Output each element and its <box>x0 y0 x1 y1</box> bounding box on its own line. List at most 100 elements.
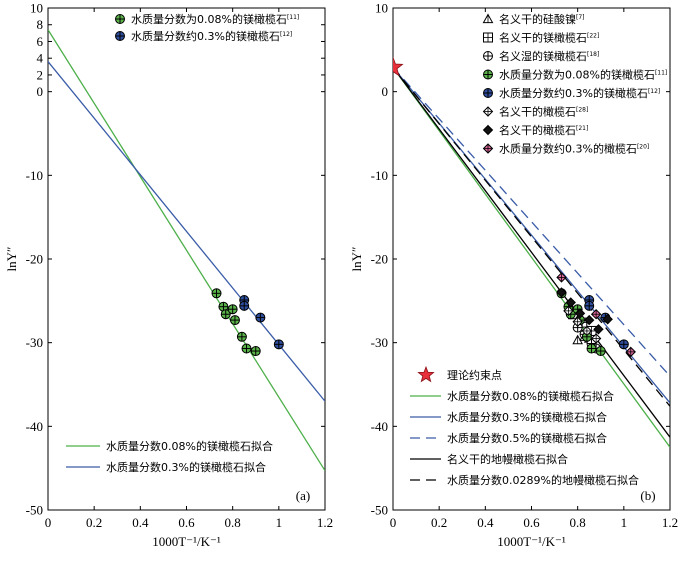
legend-label: 水质量分数约0.3%的镁橄榄石[12] <box>131 29 292 43</box>
data-point <box>227 304 238 315</box>
legend-bottom: 理论约束点水质量分数0.08%的镁橄榄石拟合水质量分数0.3%的镁橄榄石拟合水质… <box>410 365 639 487</box>
data-point <box>574 308 586 319</box>
legend-label-text: 水质量分数为0.08%的镁橄榄石 <box>499 68 655 82</box>
legend-label-text: 名义干的硅酸镍 <box>499 12 576 26</box>
data-point <box>590 333 602 344</box>
legend-label-ref: [20] <box>637 144 649 151</box>
legend-label-text: 水质量分数0.08%的镁橄榄石拟合 <box>447 389 614 403</box>
y-tick-label: -40 <box>371 419 388 434</box>
legend-label-text: 水质量分数约0.3%的镁橄榄石 <box>499 86 648 100</box>
legend-top: 水质量分数为0.08%的镁橄榄石[11] 水质量分数约0.3%的镁橄榄石[12] <box>115 12 299 43</box>
legend-label-ref: [7] <box>576 14 585 21</box>
legend-label-ref: [21] <box>576 125 588 132</box>
legend-label-text: 水质量分数0.5%的镁橄榄石拟合 <box>447 431 607 445</box>
data-point <box>393 56 404 77</box>
y-tick-label: -30 <box>26 335 43 350</box>
series-line <box>393 66 670 377</box>
legend-label: 水质量分数0.0289%的地幔橄榄石拟合 <box>447 473 639 487</box>
x-tick-label: 0.6 <box>178 515 195 530</box>
marker-star <box>417 365 435 383</box>
marker-diamond <box>584 314 595 326</box>
legend-label: 名义干的硅酸镍[7] <box>499 12 585 26</box>
plot-area <box>48 29 325 472</box>
series-line <box>48 29 325 472</box>
data-point <box>255 312 266 323</box>
marker-diamond <box>565 297 576 308</box>
data-point <box>236 331 247 342</box>
data-point <box>556 272 567 283</box>
y-tick-label: 0 <box>382 84 389 99</box>
legend-marker <box>483 51 493 61</box>
legend-label-text: 名义干的镁橄榄石 <box>499 31 587 45</box>
data-point <box>595 346 606 357</box>
y-tick-label: -50 <box>371 503 388 518</box>
marker-star <box>393 56 404 77</box>
x-tick-label: 1 <box>276 515 283 530</box>
data-point <box>581 325 593 337</box>
legend-marker <box>482 106 494 117</box>
legend-label: 水质量分数0.5%的镁橄榄石拟合 <box>447 431 607 445</box>
chart-panel-b: 0 0.2 0.4 0.6 0.8 1 1.2 -50 -40 -30 -20 -10 0 10 1000T… <box>349 1 678 550</box>
marker-diamond <box>482 124 494 136</box>
x-tick-label: 0.8 <box>570 515 586 530</box>
legend-label-text: 名义干的橄榄石 <box>499 123 576 137</box>
legend-marker <box>417 365 435 383</box>
y-tick-label: -10 <box>26 168 43 183</box>
y-tick-label: 10 <box>30 1 43 16</box>
x-tick-label: 0.6 <box>523 515 540 530</box>
y-tick-label: -20 <box>26 252 43 267</box>
data-point <box>220 309 231 320</box>
legend-label-ref: [12] <box>280 31 292 38</box>
series-line <box>393 66 670 407</box>
legend-label-text: 名义干的地幔橄榄石拟合 <box>447 452 568 466</box>
data-point <box>556 287 567 298</box>
legend-label: 水质量分数0.3%的镁橄榄石拟合 <box>447 410 607 424</box>
data-point <box>581 331 592 342</box>
y-tick-label: 0 <box>37 84 44 99</box>
legend-marker <box>482 124 494 136</box>
legend-label-ref: [22] <box>587 33 599 40</box>
series-line <box>48 61 325 402</box>
legend-marker <box>483 88 493 98</box>
plot-frame <box>47 7 326 511</box>
legend-label-text: 理论约束点 <box>447 368 502 382</box>
series-line <box>393 67 670 438</box>
y-tick-label: 8 <box>37 17 44 32</box>
data-point <box>586 343 597 354</box>
y-axis-label: lnY″ <box>349 247 364 272</box>
y-tick-label: 6 <box>37 34 44 49</box>
legend-label: 名义干的镁橄榄石[22] <box>499 31 599 45</box>
data-point <box>565 297 576 308</box>
x-tick-label: 1 <box>621 515 628 530</box>
x-tick-label: 0.4 <box>477 515 494 530</box>
legend-label: 水质量分数0.08%的镁橄榄石拟合 <box>106 439 273 453</box>
x-axis-label: 1000T⁻¹/K⁻¹ <box>497 534 566 549</box>
legend-label: 理论约束点 <box>447 368 502 382</box>
data-point <box>250 346 261 357</box>
panel-label: (a) <box>296 488 310 503</box>
x-tick-label: 0.2 <box>86 515 102 530</box>
x-tick-label: 1.2 <box>317 515 333 530</box>
legend-label: 水质量分数为0.08%的镁橄榄石[11] <box>499 68 667 82</box>
data-point <box>590 309 602 320</box>
legend-label: 水质量分数为0.08%的镁橄榄石[11] <box>131 12 299 26</box>
data-point <box>218 301 229 312</box>
x-tick-label: 0.8 <box>225 515 241 530</box>
legend-label: 水质量分数约0.3%的镁橄榄石[12] <box>499 86 660 100</box>
legend-marker <box>482 143 494 154</box>
x-tick-label: 1.2 <box>662 515 678 530</box>
x-axis-label: 1000T⁻¹/K⁻¹ <box>152 534 221 549</box>
legend-marker <box>115 31 125 41</box>
legend-marker <box>482 13 494 24</box>
legend-label-ref: [11] <box>655 70 667 77</box>
y-tick-label: 4 <box>37 51 44 66</box>
legend-label-ref: [11] <box>287 14 299 21</box>
legend-label: 水质量分数约0.3%的橄榄石[20] <box>499 142 649 156</box>
legend-label: 水质量分数0.3%的镁橄榄石拟合 <box>106 460 266 474</box>
legend-label: 名义干的地幔橄榄石拟合 <box>447 452 568 466</box>
y-tick-label: -20 <box>371 252 388 267</box>
legend-label-text: 水质量分数0.3%的镁橄榄石拟合 <box>447 410 607 424</box>
series-line <box>393 67 670 448</box>
